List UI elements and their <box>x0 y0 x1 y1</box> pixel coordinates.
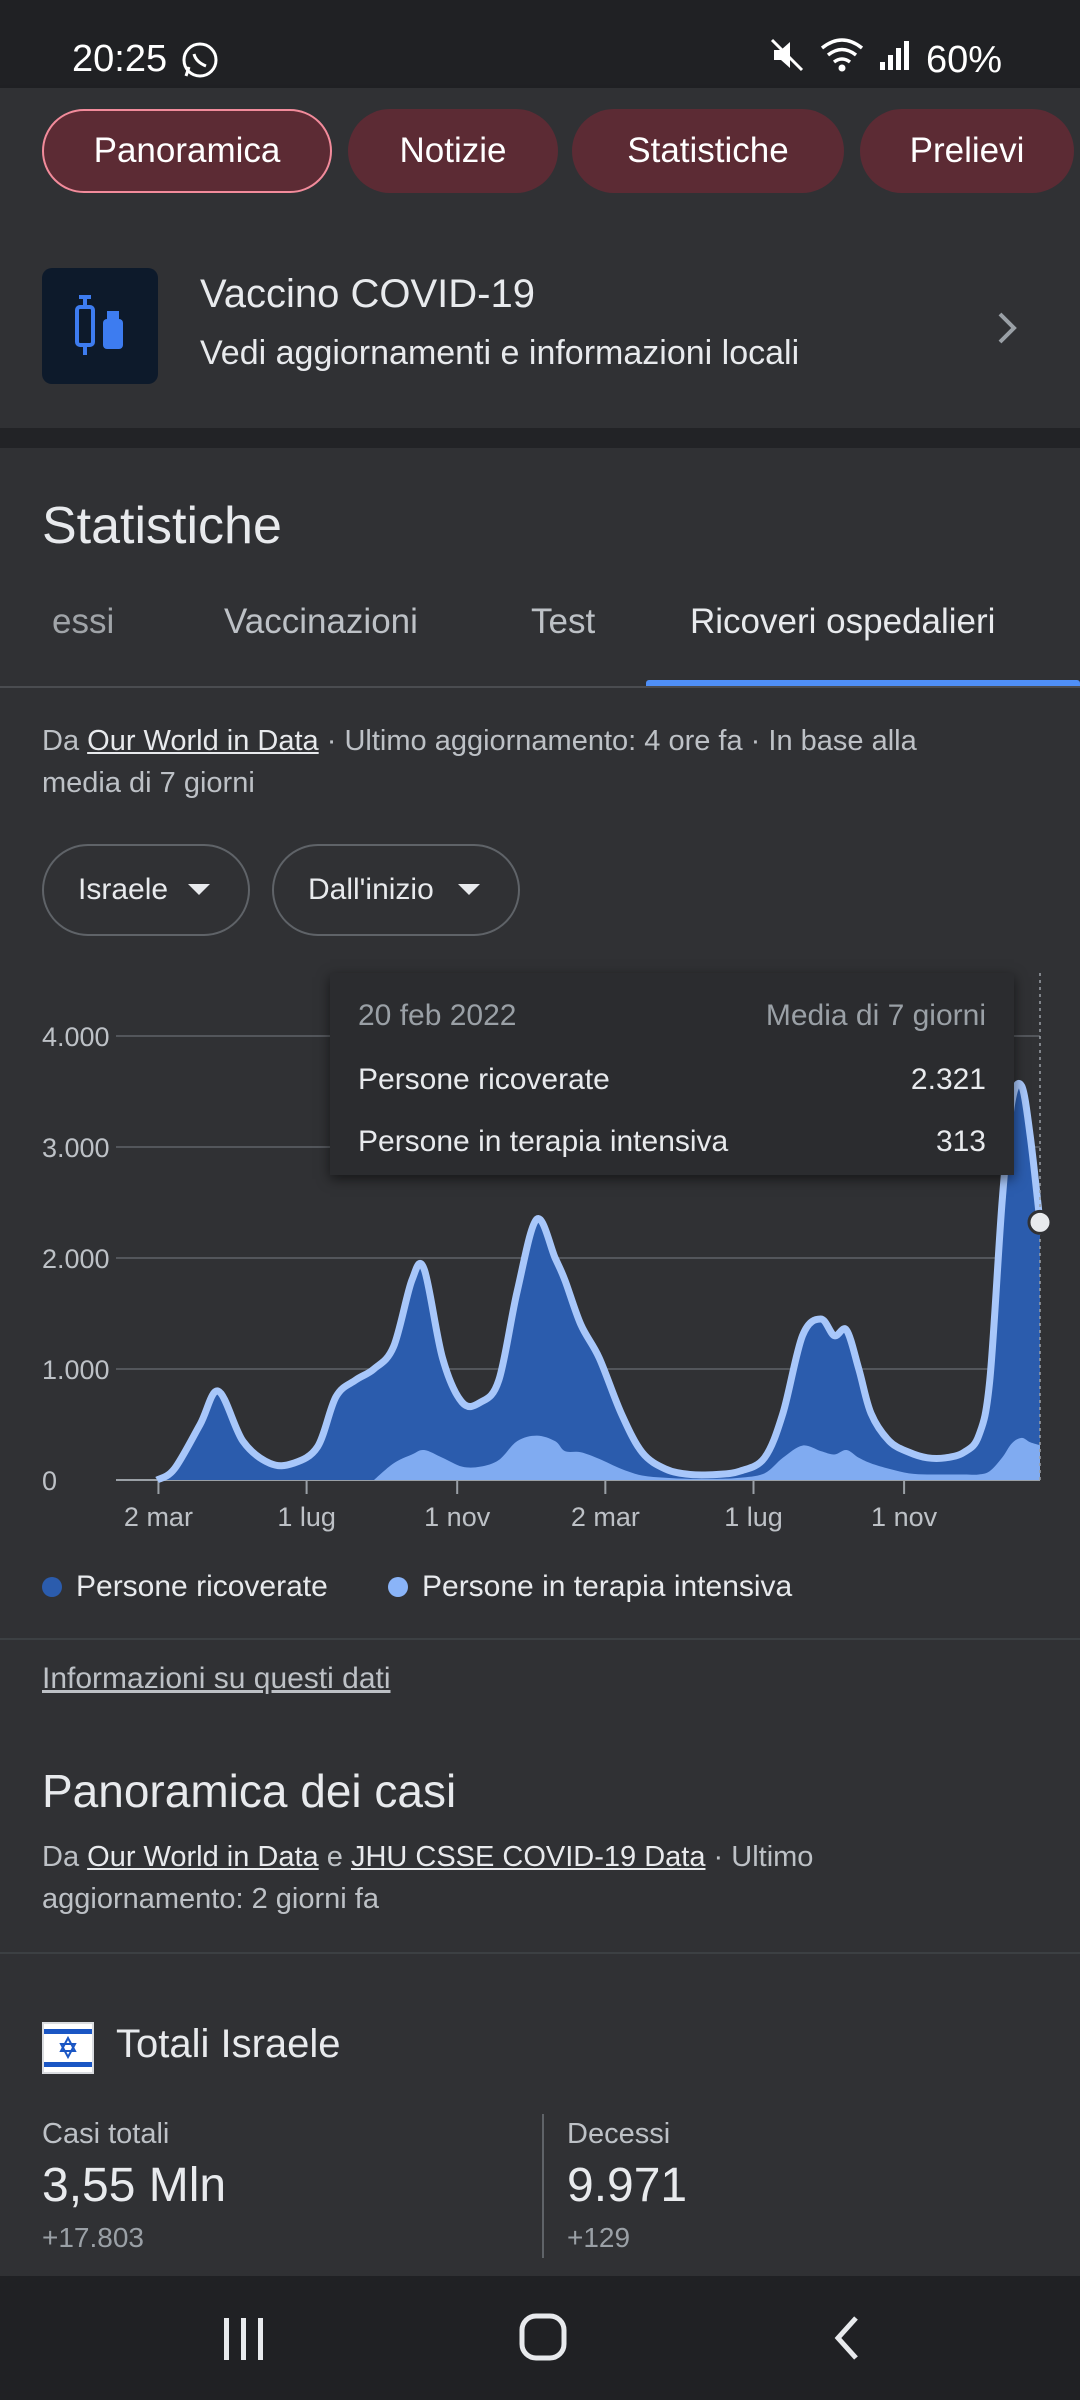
chip-bar: Panoramica Notizie Statistiche Prelievi <box>0 88 1080 216</box>
y-tick-label: 1.000 <box>42 1355 110 1385</box>
israel-flag-icon <box>42 2022 94 2074</box>
cases-title: Panoramica dei casi <box>42 1765 457 1817</box>
x-tick-label: 1 nov <box>424 1502 491 1532</box>
dropdown-caret-icon <box>458 884 480 895</box>
deaths-value: 9.971 <box>567 2159 688 2212</box>
deaths-delta: +129 <box>567 2222 631 2253</box>
hover-point <box>1027 1209 1053 1235</box>
mute-icon <box>768 36 806 84</box>
stats-tabs: essi Vaccinazioni Test Ricoveri ospedali… <box>0 580 1080 688</box>
status-right: 60% <box>768 36 1002 84</box>
tooltip-row-name: Persone in terapia intensiva <box>358 1125 729 1158</box>
recent-apps-icon[interactable] <box>222 2316 266 2367</box>
legend-hospitalized: Persone ricoverate <box>42 1570 328 1604</box>
vaccine-icon <box>42 268 158 384</box>
tooltip-label: Media di 7 giorni <box>765 999 986 1032</box>
info-link[interactable]: Informazioni su questi dati <box>42 1662 391 1695</box>
divider <box>0 1952 1080 1954</box>
series-area-hospitalized <box>157 1083 1041 1480</box>
tooltip-row-value: 313 <box>935 1125 986 1158</box>
owid-link[interactable]: Our World in Data <box>87 1841 319 1873</box>
cases-source: Da Our World in Data e JHU CSSE COVID-19… <box>42 1841 814 1915</box>
chip-prelievi[interactable]: Prelievi <box>860 109 1074 193</box>
vaccine-card[interactable]: Vaccino COVID-19 Vedi aggiornamenti e in… <box>0 216 1080 428</box>
stats-title: Statistiche <box>42 497 282 555</box>
legend-icu: Persone in terapia intensiva <box>388 1570 792 1604</box>
chevron-right-icon <box>990 308 1024 353</box>
status-time: 20:25 <box>72 38 168 80</box>
stats-divider <box>542 2114 544 2258</box>
series-line-hospitalized <box>155 1079 1044 1484</box>
x-tick-label: 1 lug <box>724 1502 783 1532</box>
country-dropdown[interactable]: Israele <box>42 844 250 936</box>
deaths-label: Decessi <box>567 2118 671 2150</box>
tooltip-date: 20 feb 2022 <box>358 999 517 1032</box>
tab-test[interactable]: Test <box>531 602 596 641</box>
tab-ricoveri[interactable]: Ricoveri ospedalieri <box>690 602 996 641</box>
navigation-bar <box>0 2276 1080 2400</box>
tab-indicator <box>646 680 1080 686</box>
dropdown-caret-icon <box>188 884 210 895</box>
whatsapp-icon <box>180 40 220 85</box>
y-tick-label: 4.000 <box>42 1022 110 1052</box>
legend-dot <box>42 1577 62 1597</box>
owid-link[interactable]: Our World in Data <box>87 725 319 757</box>
series-area-icu <box>373 1435 1040 1480</box>
y-tick-label: 0 <box>42 1466 57 1496</box>
cases-delta: +17.803 <box>42 2222 144 2253</box>
cases-value: 3,55 Mln <box>42 2159 227 2212</box>
totals-title: Totali Israele <box>116 2022 341 2066</box>
status-bar: 20:25 60% <box>0 0 1080 88</box>
jhu-link[interactable]: JHU CSSE COVID-19 Data <box>350 1841 706 1873</box>
tab-vaccinazioni[interactable]: Vaccinazioni <box>224 602 418 641</box>
home-icon[interactable] <box>518 2312 568 2367</box>
x-tick-label: 2 mar <box>571 1502 640 1532</box>
y-tick-label: 3.000 <box>42 1133 110 1163</box>
tooltip-row-value: 2.321 <box>910 1063 986 1096</box>
x-tick-label: 1 lug <box>277 1502 336 1532</box>
section-separator <box>0 428 1080 448</box>
vaccine-subtitle: Vedi aggiornamenti e informazioni locali <box>200 334 800 372</box>
signal-icon <box>878 38 912 82</box>
x-tick-label: 2 mar <box>124 1502 193 1532</box>
vaccine-title: Vaccino COVID-19 <box>200 272 535 316</box>
chip-statistiche[interactable]: Statistiche <box>572 109 844 193</box>
wifi-icon <box>820 36 864 84</box>
chip-notizie[interactable]: Notizie <box>348 109 558 193</box>
x-tick-label: 1 nov <box>871 1502 938 1532</box>
chart-tooltip: 20 feb 2022 Media di 7 giorni Persone ri… <box>330 973 1014 1175</box>
legend-dot <box>388 1577 408 1597</box>
tab-decessi[interactable]: essi <box>52 602 115 641</box>
back-icon[interactable] <box>830 2314 864 2367</box>
stats-source: Da Our World in Data · Ultimo aggiorname… <box>42 725 917 799</box>
tooltip-row-name: Persone ricoverate <box>358 1063 610 1096</box>
y-tick-label: 2.000 <box>42 1244 110 1274</box>
divider <box>0 1638 1080 1640</box>
hospitalization-chart[interactable]: 0 1.000 2.000 3.000 4.000 2 mar 1 lug 1 nov 2 ma… <box>0 960 1080 1550</box>
cases-label: Casi totali <box>42 2118 170 2150</box>
chip-panoramica[interactable]: Panoramica <box>42 109 332 193</box>
battery-text: 60% <box>925 38 1002 81</box>
range-dropdown[interactable]: Dall'inizio <box>272 844 520 936</box>
